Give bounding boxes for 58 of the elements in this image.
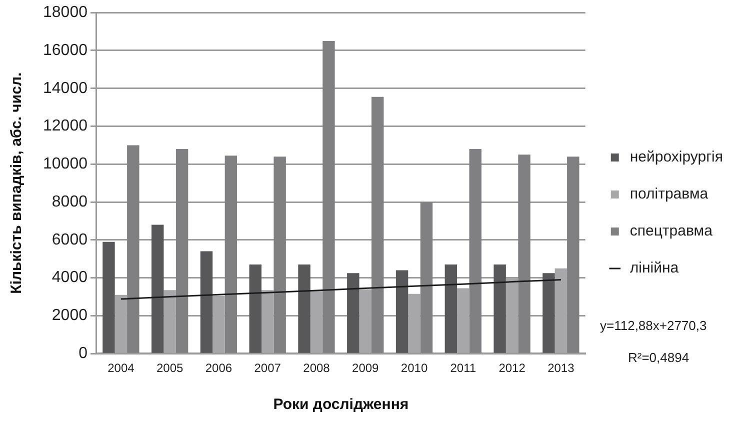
bar: [359, 289, 372, 353]
bar: [506, 278, 518, 353]
y-tick-label: 0: [78, 345, 88, 362]
bar: [249, 264, 262, 353]
bar: [224, 156, 238, 353]
y-tick-label: 12000: [42, 118, 88, 135]
bar: [127, 145, 140, 353]
y-tick-label: 18000: [42, 4, 88, 22]
bar: [371, 96, 384, 353]
bar: [322, 41, 335, 353]
bar: [102, 242, 115, 353]
x-tick-label: 2011: [450, 361, 476, 376]
x-tick-label: 2006: [205, 361, 232, 376]
y-tick-label: 8000: [52, 193, 88, 210]
bar: [114, 294, 128, 353]
x-tick-label: 2007: [254, 361, 282, 376]
x-tick-label: 2010: [400, 361, 428, 376]
y-axis-title: Кількість випадків, абс. числ.: [8, 72, 26, 294]
y-tick-label: 2000: [52, 307, 88, 324]
bar: [298, 264, 310, 353]
x-tick-label: 2012: [498, 361, 526, 376]
legend-label: політравма: [630, 186, 709, 203]
text: R²=0,4894: [628, 350, 690, 365]
bar: [164, 290, 176, 353]
y-tick-label: 16000: [42, 42, 88, 59]
bar: [567, 156, 580, 353]
y-tick-label: 10000: [42, 156, 88, 173]
bar: [274, 156, 286, 353]
bar: [518, 154, 530, 353]
legend-label: лінійна: [630, 260, 680, 277]
bar: [469, 149, 482, 353]
bar: [457, 288, 470, 353]
text: y=112,88x+2770,3: [600, 318, 707, 333]
bar: [200, 251, 213, 353]
x-tick-label: 2005: [156, 361, 184, 376]
bar: [494, 264, 506, 353]
bar: [408, 294, 420, 353]
x-tick-label: 2008: [303, 361, 330, 376]
bar: [151, 224, 164, 353]
bar: [444, 264, 458, 353]
bar: [347, 273, 360, 353]
y-tick-label: 6000: [52, 231, 88, 248]
x-tick-label: 2004: [108, 361, 135, 376]
bar: [310, 291, 323, 353]
bar: [212, 296, 225, 353]
legend-label: спецтравма: [630, 222, 714, 240]
x-tick-label: 2013: [548, 361, 575, 376]
y-tick-label: 4000: [52, 269, 88, 286]
y-tick-label: 14000: [42, 80, 88, 97]
legend-label: нейрохірургія: [630, 148, 724, 166]
bar: [261, 290, 274, 353]
bar: [176, 149, 188, 353]
bar: [554, 268, 568, 353]
x-axis-title: Роки дослідження: [273, 396, 409, 414]
bar: [396, 270, 408, 353]
x-tick-label: 2009: [352, 361, 380, 376]
bar: [420, 202, 433, 353]
bar: [542, 273, 555, 353]
